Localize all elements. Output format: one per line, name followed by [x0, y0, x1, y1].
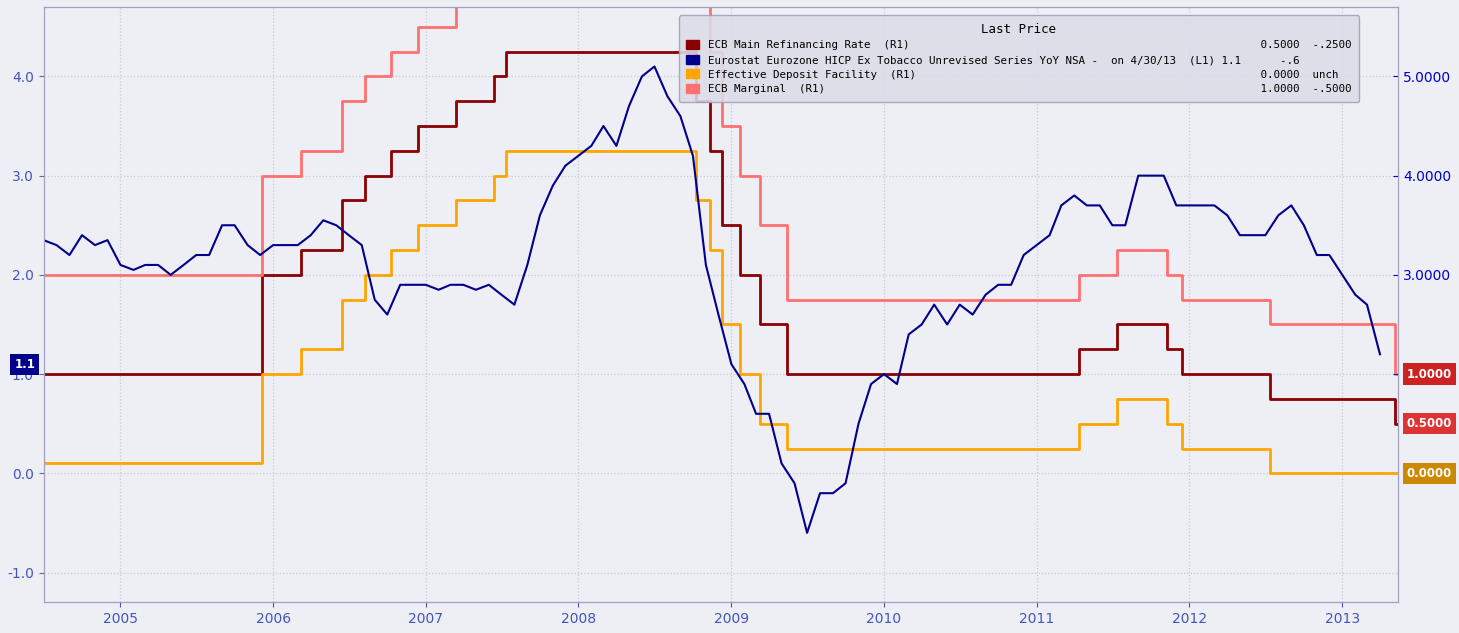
Text: 1.1: 1.1 [15, 358, 35, 371]
Text: 1.0000: 1.0000 [1406, 368, 1452, 380]
Text: 0.5000: 0.5000 [1406, 417, 1452, 430]
Text: 0.0000: 0.0000 [1406, 467, 1452, 480]
Legend: ECB Main Refinancing Rate  (R1)                                                 : ECB Main Refinancing Rate (R1) [678, 15, 1360, 102]
